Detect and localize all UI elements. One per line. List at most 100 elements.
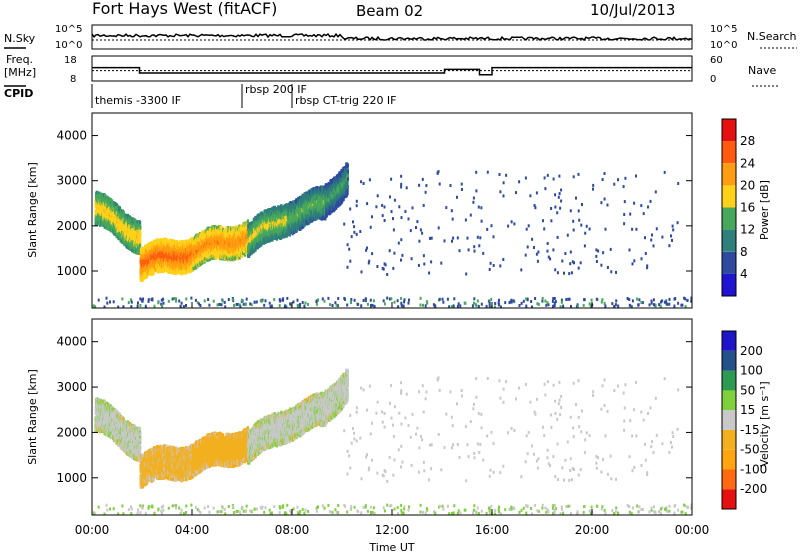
power-echo-cell <box>133 233 136 238</box>
cpid-segment-label: themis -3300 IF <box>95 94 181 107</box>
nsky-tick-top: 10^5 <box>55 24 82 35</box>
power-echo-cell <box>208 251 211 256</box>
nsky-panel <box>91 24 693 50</box>
nsky-line <box>91 32 693 42</box>
power-echoes <box>92 162 693 309</box>
cpid-label: CPID <box>4 87 33 100</box>
power-echo-cell <box>207 257 210 262</box>
power-echo-cell <box>99 214 102 219</box>
power-echo-cell <box>187 252 190 257</box>
power-echo-cell <box>113 224 116 229</box>
power-echo-cell <box>101 193 104 198</box>
power-echo-cell <box>216 226 219 230</box>
power-echo-cell <box>207 253 210 258</box>
power-echo-cell <box>94 204 97 209</box>
freq-trace <box>92 66 692 76</box>
power-echo-cell <box>154 253 157 258</box>
power-echo-cell <box>218 250 221 255</box>
power-echo-cell <box>234 255 237 260</box>
power-echo-cell <box>131 236 134 241</box>
nsearch-label: N.Search <box>747 30 797 43</box>
freq-panel <box>91 55 693 82</box>
nsky-tick-bottom: 10^0 <box>55 40 82 51</box>
power-echo-cell <box>236 250 239 255</box>
power-echo-cell <box>210 243 213 248</box>
nave-label: Nave <box>748 64 776 77</box>
power-echo-cell <box>137 247 140 252</box>
power-echo-cell <box>110 227 113 232</box>
power-echo-cell <box>197 262 200 267</box>
power-echo-cell <box>122 211 125 216</box>
power-echo-cell <box>139 239 142 244</box>
power-echo-cell <box>118 206 121 211</box>
power-echo-cell <box>168 254 171 258</box>
freq-label: Freq. <box>6 53 33 66</box>
power-echo-cell <box>158 247 161 252</box>
power-echo-cell <box>140 278 143 282</box>
nave-tick-bottom: 0 <box>710 74 716 85</box>
power-echo-cell <box>142 277 145 282</box>
power-echo-cell <box>249 232 252 237</box>
power-echo-cell <box>179 269 182 274</box>
power-echo-cell <box>217 240 220 245</box>
freq-line <box>92 66 692 76</box>
freq-tick-top: 18 <box>64 55 77 66</box>
power-echo-cell <box>175 260 178 265</box>
freq-tick-bottom: 8 <box>70 74 76 85</box>
power-echo-cell <box>151 271 154 276</box>
nsearch-tick-bottom: 10^0 <box>710 40 737 51</box>
power-echo-cell <box>169 244 172 249</box>
nave-tick-top: 60 <box>710 55 723 66</box>
power-echo-cell <box>238 255 241 260</box>
nsky-label: N.Sky <box>4 32 36 45</box>
power-echo-cell <box>242 235 246 240</box>
power-echo-cell <box>145 252 148 257</box>
power-echo-cell <box>246 219 249 224</box>
power-echo-cell <box>247 239 250 243</box>
power-echo-cell <box>143 267 146 272</box>
cpid-segment-label: rbsp 200 IF <box>245 83 307 96</box>
power-echo-cell <box>170 270 174 275</box>
cpid-segment-label: rbsp CT-trig 220 IF <box>295 94 397 107</box>
power-echo-cell <box>244 252 247 257</box>
power-echo-cell <box>147 261 150 265</box>
freq-unit-label: [MHz] <box>4 66 36 79</box>
power-echo-cell <box>115 203 119 208</box>
power-echo-cell <box>139 220 142 225</box>
power-echo-cell <box>142 246 145 251</box>
station-title: Fort Hays West (fitACF) <box>92 0 277 18</box>
power-echo-cell <box>174 249 177 253</box>
power-echo-cell <box>139 237 142 242</box>
power-echo-cell <box>114 202 117 206</box>
nsky-trace <box>91 32 693 42</box>
power-echo-cell <box>228 249 231 254</box>
power-echo-cell <box>193 254 196 259</box>
power-echo-cell <box>131 248 134 253</box>
date-title: 10/Jul/2013 <box>590 1 675 19</box>
power-echo-cell <box>139 231 142 236</box>
power-echo-cell <box>120 228 124 233</box>
power-echo-cell <box>192 266 195 271</box>
power-echo-cell <box>236 225 239 230</box>
power-echo-cell <box>197 249 200 254</box>
power-echo-cell <box>142 268 145 273</box>
power-echo-cell <box>102 205 105 210</box>
power-echo-cell <box>133 235 136 240</box>
beam-title: Beam 02 <box>356 2 423 20</box>
power-echo-cell <box>201 252 204 257</box>
power-echo-cell <box>99 216 102 221</box>
power-echo-cell <box>163 257 166 261</box>
power-echo-cell <box>113 204 116 209</box>
power-echo-cell <box>240 254 243 259</box>
power-echo-cell <box>117 232 120 237</box>
power-echo-cell <box>139 225 142 230</box>
power-echo-cell <box>152 270 155 275</box>
nsearch-tick-top: 10^5 <box>710 24 737 35</box>
power-echo-cell <box>222 229 226 234</box>
power-echo-cell <box>160 249 163 254</box>
power-echo-cell <box>104 193 107 198</box>
power-echo-cell <box>139 243 142 248</box>
power-echo-cell <box>107 225 110 230</box>
power-echo-cell <box>174 271 177 275</box>
